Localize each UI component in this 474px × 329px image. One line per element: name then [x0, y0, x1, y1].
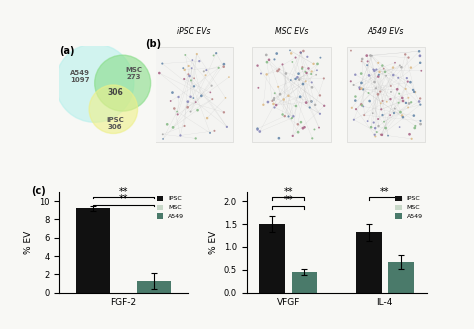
Text: MSC EVs: MSC EVs — [275, 27, 308, 36]
Bar — [292, 272, 317, 293]
Text: iPSC
306: iPSC 306 — [106, 117, 124, 130]
Bar — [259, 224, 285, 293]
Text: **: ** — [119, 194, 128, 204]
Point — [351, 31, 358, 36]
Text: (b): (b) — [146, 39, 162, 49]
Text: **: ** — [283, 187, 293, 196]
Text: (a): (a) — [59, 46, 75, 56]
Text: iPSC EVs: iPSC EVs — [177, 27, 211, 36]
Y-axis label: % EV: % EV — [209, 231, 218, 254]
Text: **: ** — [283, 195, 293, 205]
Bar — [388, 262, 414, 293]
Text: A549 EVs: A549 EVs — [368, 27, 404, 36]
Text: 306: 306 — [107, 88, 123, 97]
Text: A549
1097: A549 1097 — [70, 70, 90, 83]
Y-axis label: % EV: % EV — [25, 231, 34, 254]
Text: **: ** — [380, 187, 390, 196]
Text: MSC
273: MSC 273 — [125, 67, 142, 80]
Legend: IPSC, MSC, A549: IPSC, MSC, A549 — [154, 193, 187, 222]
Circle shape — [89, 85, 137, 134]
Bar — [76, 209, 110, 293]
Text: (c): (c) — [31, 186, 46, 196]
Legend: IPSC, MSC, A549: IPSC, MSC, A549 — [393, 193, 425, 222]
Circle shape — [95, 55, 151, 111]
Bar — [356, 232, 382, 293]
Circle shape — [55, 44, 134, 122]
Bar — [137, 281, 171, 293]
Text: **: ** — [119, 187, 128, 197]
